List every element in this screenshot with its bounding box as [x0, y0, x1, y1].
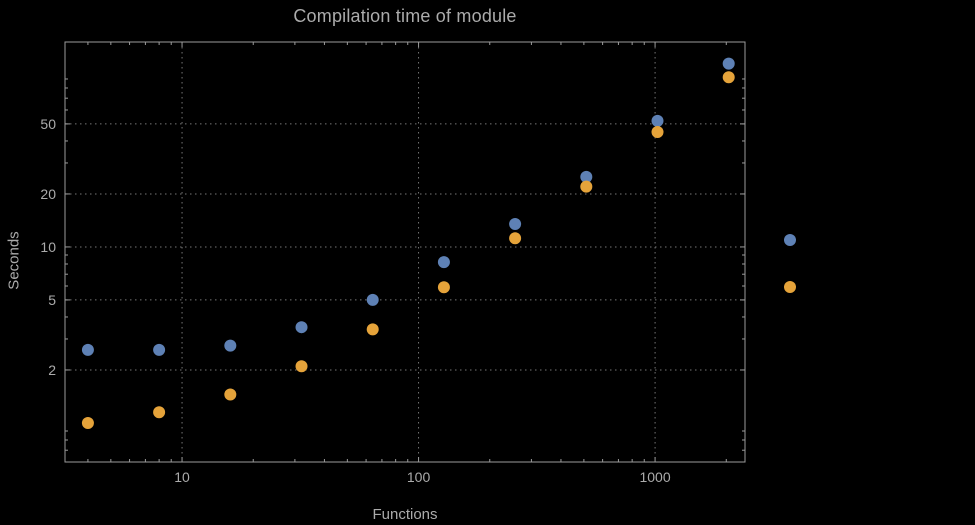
data-point-series-1 — [295, 321, 308, 334]
data-point-series-2 — [224, 388, 237, 401]
y-tick-label: 20 — [40, 186, 56, 202]
data-point-series-2 — [722, 71, 735, 84]
legend-marker — [784, 234, 796, 246]
x-tick-label: 1000 — [639, 469, 670, 485]
x-tick-label: 10 — [174, 469, 190, 485]
data-point-series-1 — [509, 217, 522, 230]
data-point-series-1 — [81, 343, 94, 356]
data-point-series-2 — [153, 406, 166, 419]
plot-frame — [64, 41, 746, 463]
legend-marker — [784, 281, 796, 293]
y-axis-label: Seconds — [5, 231, 23, 290]
y-tick-label: 2 — [48, 362, 56, 378]
data-point-series-2 — [437, 281, 450, 294]
data-point-series-1 — [153, 343, 166, 356]
data-point-series-1 — [722, 57, 735, 70]
data-point-series-1 — [366, 293, 379, 306]
data-point-series-1 — [437, 256, 450, 269]
data-point-series-2 — [651, 125, 664, 138]
y-tick-label: 10 — [40, 239, 56, 255]
data-point-series-1 — [580, 170, 593, 183]
y-tick-label: 50 — [40, 116, 56, 132]
data-point-series-2 — [509, 232, 522, 245]
chart-title: Compilation time of module — [293, 6, 517, 26]
data-point-series-1 — [224, 339, 237, 352]
data-point-series-2 — [295, 360, 308, 373]
x-tick-label: 100 — [407, 469, 431, 485]
data-point-series-2 — [580, 180, 593, 193]
data-point-series-2 — [366, 323, 379, 336]
data-point-series-2 — [81, 416, 94, 429]
y-tick-label: 5 — [48, 292, 56, 308]
x-axis-label: Functions — [372, 506, 438, 523]
data-point-series-1 — [651, 114, 664, 127]
